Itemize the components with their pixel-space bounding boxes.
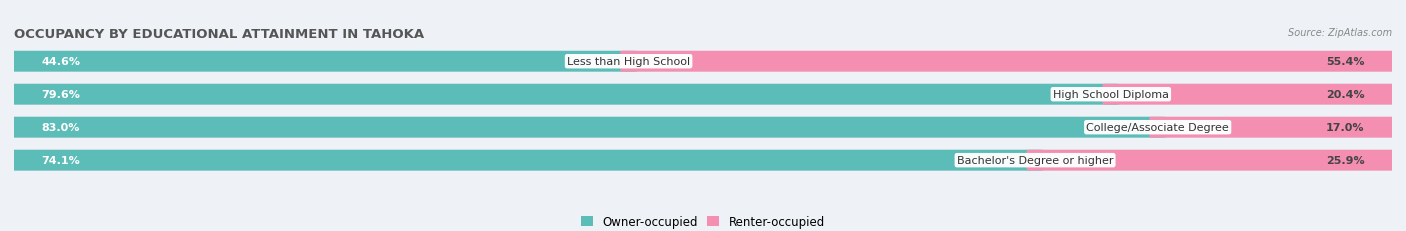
FancyBboxPatch shape — [3, 84, 1403, 105]
FancyBboxPatch shape — [3, 150, 1403, 171]
FancyBboxPatch shape — [1102, 84, 1400, 105]
Text: 83.0%: 83.0% — [42, 123, 80, 133]
FancyBboxPatch shape — [3, 117, 1403, 138]
Text: 17.0%: 17.0% — [1326, 123, 1364, 133]
FancyBboxPatch shape — [1026, 150, 1400, 171]
Text: Less than High School: Less than High School — [567, 57, 690, 67]
FancyBboxPatch shape — [6, 117, 1166, 138]
Legend: Owner-occupied, Renter-occupied: Owner-occupied, Renter-occupied — [576, 210, 830, 231]
FancyBboxPatch shape — [620, 52, 1400, 72]
Text: 55.4%: 55.4% — [1326, 57, 1364, 67]
Text: 25.9%: 25.9% — [1326, 155, 1364, 165]
Text: 79.6%: 79.6% — [42, 90, 80, 100]
FancyBboxPatch shape — [6, 84, 1119, 105]
FancyBboxPatch shape — [6, 52, 637, 72]
Text: OCCUPANCY BY EDUCATIONAL ATTAINMENT IN TAHOKA: OCCUPANCY BY EDUCATIONAL ATTAINMENT IN T… — [14, 28, 425, 41]
FancyBboxPatch shape — [6, 150, 1043, 171]
Text: 74.1%: 74.1% — [42, 155, 80, 165]
Text: 44.6%: 44.6% — [42, 57, 80, 67]
Text: High School Diploma: High School Diploma — [1053, 90, 1168, 100]
FancyBboxPatch shape — [1150, 117, 1400, 138]
Text: 20.4%: 20.4% — [1326, 90, 1364, 100]
Text: College/Associate Degree: College/Associate Degree — [1087, 123, 1229, 133]
Text: Bachelor's Degree or higher: Bachelor's Degree or higher — [957, 155, 1114, 165]
Text: Source: ZipAtlas.com: Source: ZipAtlas.com — [1288, 28, 1392, 38]
FancyBboxPatch shape — [3, 52, 1403, 72]
